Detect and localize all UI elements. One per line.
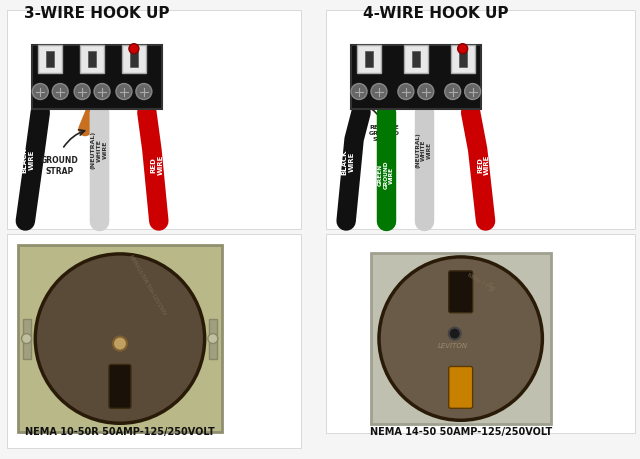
Bar [122, 45, 146, 73]
FancyBboxPatch shape [449, 271, 472, 313]
Bar [209, 319, 217, 359]
Text: RED
WIRE: RED WIRE [477, 155, 490, 175]
Bar [88, 51, 96, 67]
Circle shape [116, 84, 132, 100]
Text: (NEUTRAL)
WHITE
WIRE: (NEUTRAL) WHITE WIRE [415, 132, 432, 168]
Circle shape [52, 84, 68, 100]
Bar [326, 11, 635, 229]
Circle shape [445, 84, 461, 100]
Circle shape [398, 84, 414, 100]
Bar [351, 45, 481, 110]
Text: NEMA 14-50 50AMP-125/250VOLT: NEMA 14-50 50AMP-125/250VOLT [369, 426, 552, 436]
Bar [412, 51, 420, 67]
Text: GREEN
GROUND
WIRE: GREEN GROUND WIRE [378, 161, 394, 189]
Circle shape [418, 84, 434, 100]
Bar [130, 51, 138, 67]
Bar [357, 45, 381, 73]
Text: (NEUTRAL)
WHITE
WIRE: (NEUTRAL) WHITE WIRE [91, 131, 108, 169]
Circle shape [113, 337, 127, 351]
Bar [451, 45, 475, 73]
Bar [38, 45, 62, 73]
FancyBboxPatch shape [126, 296, 170, 346]
Text: 4-WIRE HOOK UP: 4-WIRE HOOK UP [363, 6, 509, 21]
Bar [404, 45, 428, 73]
Circle shape [136, 84, 152, 100]
FancyBboxPatch shape [481, 323, 516, 375]
Bar [80, 45, 104, 73]
Text: RED
WIRE: RED WIRE [150, 155, 163, 175]
Circle shape [74, 84, 90, 100]
Circle shape [458, 45, 468, 55]
Circle shape [32, 84, 48, 100]
Bar [371, 253, 550, 425]
FancyBboxPatch shape [109, 365, 131, 409]
Circle shape [129, 45, 139, 55]
Circle shape [371, 84, 387, 100]
Circle shape [208, 334, 218, 344]
Bar [459, 51, 467, 67]
Circle shape [379, 257, 542, 420]
Bar [22, 319, 31, 359]
Text: NEMA 10-50R 50AMP-125/250VOLT: NEMA 10-50R 50AMP-125/250VOLT [25, 426, 215, 436]
Text: NEMA 14-50: NEMA 14-50 [467, 271, 495, 291]
Text: BLACK
WIRE: BLACK WIRE [22, 147, 35, 173]
FancyBboxPatch shape [405, 323, 441, 375]
Bar [19, 246, 221, 432]
FancyBboxPatch shape [70, 296, 114, 346]
Circle shape [22, 334, 31, 344]
Text: 3-WIRE HOOK UP: 3-WIRE HOOK UP [24, 6, 170, 21]
Bar [326, 235, 635, 433]
Text: NEMA10-50R 50A-125/250V: NEMA10-50R 50A-125/250V [129, 253, 167, 315]
Circle shape [465, 84, 481, 100]
Bar [365, 51, 373, 67]
Text: S: S [488, 282, 493, 292]
Bar [32, 45, 162, 110]
Circle shape [94, 84, 110, 100]
Circle shape [35, 254, 205, 423]
Text: BLACK
WIRE: BLACK WIRE [342, 149, 355, 174]
Circle shape [351, 84, 367, 100]
Bar [46, 51, 54, 67]
Text: REMOVE
GROUND
STRAP: REMOVE GROUND STRAP [369, 125, 399, 142]
Text: GROUND
STRAP: GROUND STRAP [40, 156, 78, 175]
Bar [8, 11, 301, 229]
Bar [8, 235, 301, 448]
Text: LEVITON: LEVITON [438, 342, 468, 348]
FancyBboxPatch shape [449, 367, 472, 409]
Circle shape [449, 328, 461, 340]
